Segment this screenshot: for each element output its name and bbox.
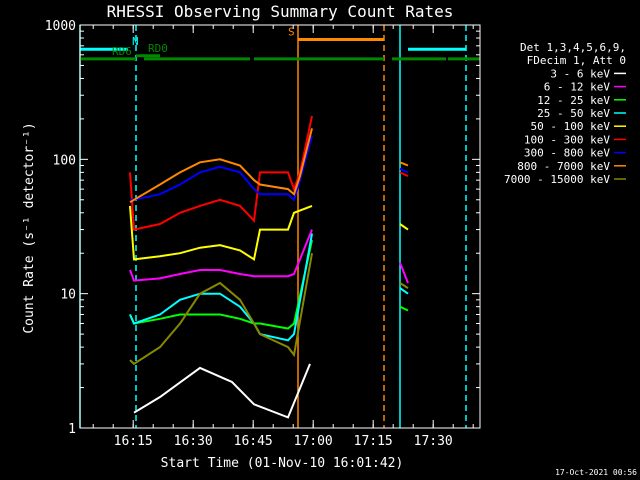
y-tick-label: 10 [60, 288, 76, 303]
series-line [129, 115, 409, 231]
x-tick-label: 16:45 [234, 434, 273, 449]
y-tick-label: 1000 [45, 19, 76, 34]
series-line [133, 363, 311, 419]
x-tick-label: 16:30 [174, 434, 213, 449]
x-axis-label: Start Time (01-Nov-10 16:01:42) [161, 456, 404, 471]
legend-item-label: 12 - 25 keV [537, 94, 610, 107]
chart-title: RHESSI Observing Summary Count Rates [107, 2, 454, 21]
legend-item-label: 3 - 6 keV [550, 67, 610, 80]
status-bar-label: S [288, 25, 295, 38]
legend-item-label: 6 - 12 keV [544, 81, 611, 94]
series-line [130, 135, 409, 202]
y-tick-label: 100 [53, 153, 76, 168]
axes: 1000 100 10 1 16:15 16:30 16:45 17:00 17:15 17:30 [45, 19, 481, 449]
legend: Det 1,3,4,5,6,9,FDecim 1, Att 03 - 6 keV… [504, 41, 626, 186]
series-line [129, 253, 409, 366]
series-line [129, 239, 409, 330]
x-tick-label: 17:30 [414, 434, 453, 449]
status-bar-label: RD0 [148, 42, 168, 55]
axis-frame [79, 24, 481, 429]
series-line [129, 128, 409, 204]
legend-item-label: 25 - 50 keV [537, 107, 610, 120]
plot-area: N RD0 RD6 S [79, 25, 480, 428]
status-bar-label: RD6 [112, 45, 132, 58]
y-axis-label: Count Rate (s⁻¹ detector⁻¹) [22, 122, 37, 333]
series-line [129, 233, 409, 342]
y-tick-label: 1 [68, 422, 76, 437]
legend-item-label: 800 - 7000 keV [517, 160, 610, 173]
legend-item-label: 7000 - 15000 keV [504, 173, 610, 186]
legend-header: FDecim 1, Att 0 [527, 54, 626, 67]
x-tick-label: 16:15 [114, 434, 153, 449]
x-tick-label: 17:15 [354, 434, 393, 449]
status-bar-label: N [132, 35, 139, 48]
legend-header: Det 1,3,4,5,6,9, [520, 41, 626, 54]
legend-item-label: 300 - 800 keV [524, 147, 610, 160]
footer-date: 17-Oct-2021 00:56 [555, 468, 637, 477]
x-tick-label: 17:00 [294, 434, 333, 449]
legend-item-label: 100 - 300 keV [524, 133, 610, 146]
legend-item-label: 50 - 100 keV [531, 120, 611, 133]
series-line [129, 204, 409, 262]
series-line [129, 229, 409, 284]
